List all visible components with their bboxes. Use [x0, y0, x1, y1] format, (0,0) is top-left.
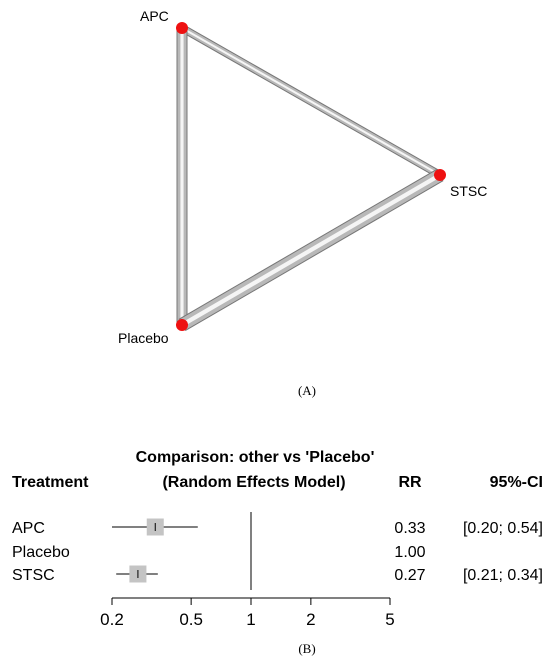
- rr-value: 0.27: [394, 567, 425, 584]
- x-tick-label: 1: [246, 610, 255, 629]
- forest-rows: APC 0.33 [0.20; 0.54] Placebo 1.00 STSC 0.27 [0…: [12, 512, 543, 590]
- x-tick-label: 0.5: [179, 610, 203, 629]
- network-nodes: [176, 22, 446, 331]
- rr-header: RR: [398, 474, 422, 491]
- forest-row-apc: APC 0.33 [0.20; 0.54]: [12, 518, 543, 537]
- rr-value: 1.00: [394, 544, 425, 561]
- network-node-labels: APC STSC Placebo: [118, 8, 487, 346]
- ci-header: 95%-CI: [490, 474, 543, 491]
- forest-title-line1: Comparison: other vs 'Placebo': [136, 449, 375, 466]
- forest-row-placebo: Placebo 1.00: [12, 544, 426, 561]
- node-label-placebo: Placebo: [118, 330, 169, 346]
- treatment-header: Treatment: [12, 474, 89, 491]
- panel-b-caption: (B): [298, 641, 315, 656]
- x-tick-label: 2: [306, 610, 315, 629]
- ci-value: [0.20; 0.54]: [463, 520, 543, 537]
- edge-apc-stsc: [180, 24, 442, 179]
- network-edges: [176, 24, 444, 332]
- node-label-stsc: STSC: [450, 183, 487, 199]
- forest-row-stsc: STSC 0.27 [0.21; 0.34]: [12, 565, 543, 584]
- node-stsc: [434, 169, 446, 181]
- rr-value: 0.33: [394, 520, 425, 537]
- edge-placebo-stsc: [178, 168, 444, 332]
- x-tick-label: 0.2: [100, 610, 124, 629]
- ci-value: [0.21; 0.34]: [463, 567, 543, 584]
- node-placebo: [176, 319, 188, 331]
- x-tick-label: 5: [385, 610, 394, 629]
- treatment-label: APC: [12, 520, 45, 537]
- forest-x-axis: 0.2 0.5 1 2 5: [100, 597, 395, 629]
- treatment-label: Placebo: [12, 544, 70, 561]
- node-label-apc: APC: [140, 8, 169, 24]
- network-plot: APC STSC Placebo: [118, 8, 487, 346]
- treatment-label: STSC: [12, 567, 55, 584]
- forest-title-line2: (Random Effects Model): [162, 474, 345, 491]
- panel-a-caption: (A): [298, 383, 316, 398]
- node-apc: [176, 22, 188, 34]
- forest-plot: Comparison: other vs 'Placebo' Treatment…: [12, 449, 543, 629]
